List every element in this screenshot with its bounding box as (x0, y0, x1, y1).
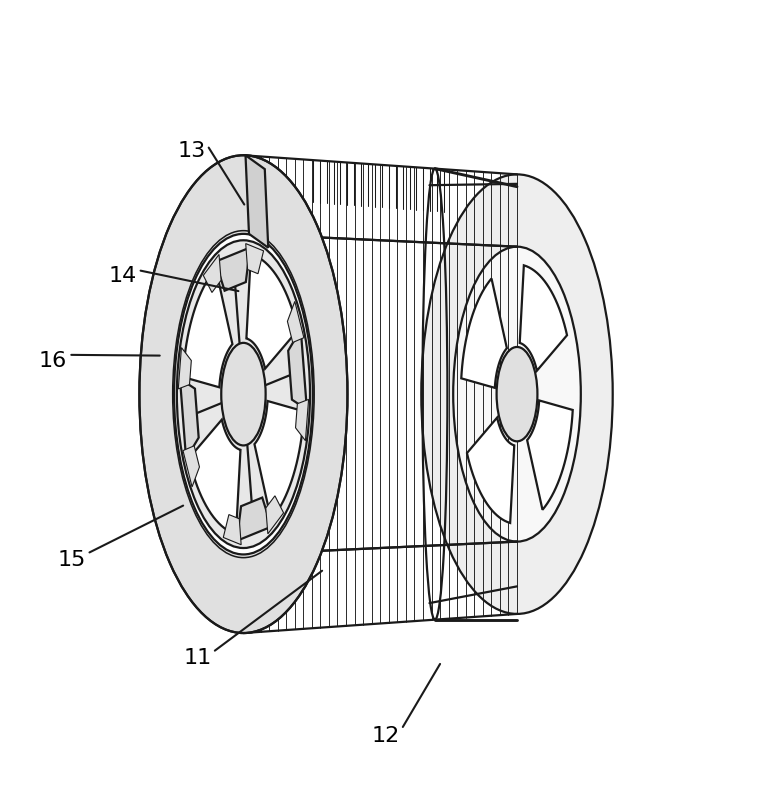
Text: 15: 15 (57, 550, 86, 570)
Polygon shape (255, 401, 304, 520)
Polygon shape (237, 498, 272, 540)
Ellipse shape (177, 240, 310, 548)
Polygon shape (462, 279, 507, 388)
Ellipse shape (496, 347, 537, 441)
Polygon shape (245, 155, 268, 248)
Polygon shape (296, 400, 309, 441)
Polygon shape (178, 348, 191, 389)
Polygon shape (183, 268, 232, 388)
Text: 14: 14 (108, 266, 137, 287)
Polygon shape (245, 244, 263, 274)
Polygon shape (180, 379, 198, 458)
Polygon shape (246, 254, 298, 369)
Polygon shape (203, 255, 221, 292)
Polygon shape (266, 496, 283, 534)
Polygon shape (520, 265, 567, 371)
Ellipse shape (222, 343, 266, 446)
Polygon shape (288, 330, 307, 410)
Polygon shape (223, 514, 241, 544)
Text: 16: 16 (39, 351, 67, 371)
Polygon shape (189, 419, 241, 534)
Polygon shape (467, 418, 514, 523)
Ellipse shape (422, 174, 613, 614)
Ellipse shape (174, 234, 313, 555)
Polygon shape (287, 302, 304, 342)
Polygon shape (183, 446, 199, 487)
Polygon shape (215, 248, 250, 291)
Text: 13: 13 (178, 142, 206, 162)
Text: 11: 11 (183, 649, 212, 669)
Ellipse shape (140, 155, 347, 633)
Text: 12: 12 (372, 725, 400, 746)
Ellipse shape (453, 247, 581, 541)
Polygon shape (527, 400, 573, 509)
